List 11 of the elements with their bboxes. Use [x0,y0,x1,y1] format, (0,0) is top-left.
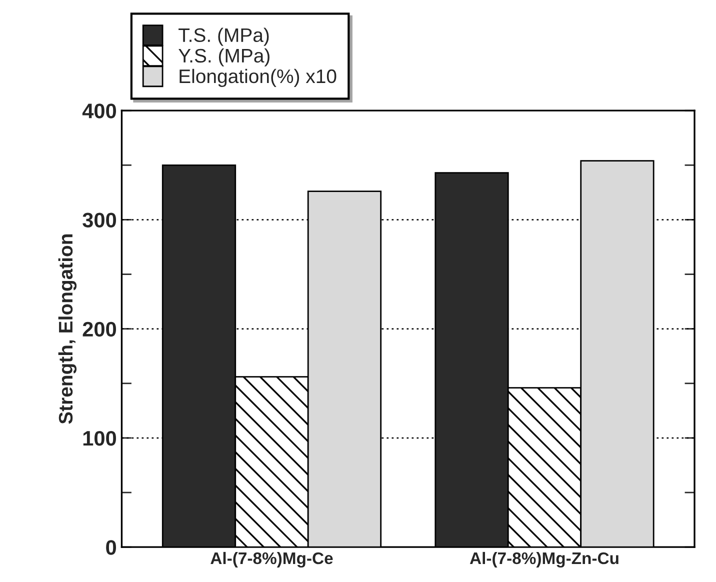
y-tick-label: 400 [82,104,116,118]
legend-label: T.S. (MPa) [178,28,269,46]
y-tick-label: 200 [82,322,116,337]
legend-label: Y.S. (MPa) [178,48,270,66]
y-tick-label: 100 [83,430,116,446]
x-tick-label: Al-(7-8%)Mg-Zn-Cu [470,552,618,568]
x-tick-label: Al-(7-8%)Mg-Ce [210,552,333,568]
legend-label: Elongation(%) x10 [180,68,336,88]
y-axis-title: Strength, Elongation [58,234,77,424]
y-tick-label: 300 [82,212,116,228]
y-tick-label: 0 [106,540,116,555]
